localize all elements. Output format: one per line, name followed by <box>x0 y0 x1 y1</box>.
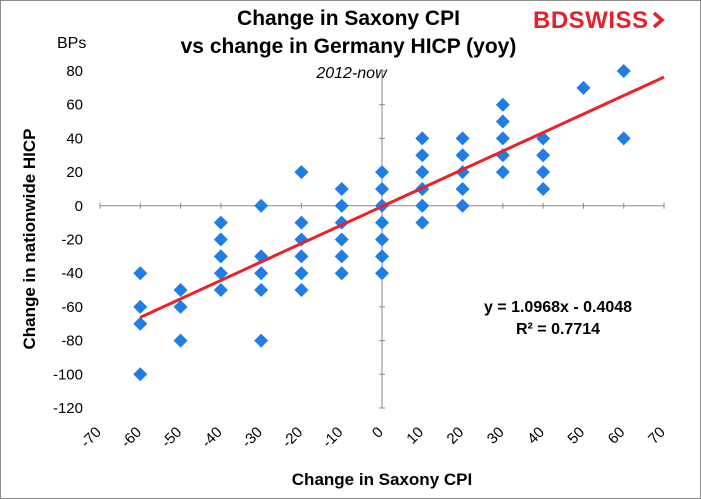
chart-title-line2: vs change in Germany HICP (yoy) <box>180 35 517 58</box>
data-point <box>536 148 551 163</box>
data-point <box>495 97 510 112</box>
x-tick-label: -40 <box>198 424 225 451</box>
x-tick-label: -20 <box>279 424 306 451</box>
data-point <box>576 80 591 95</box>
data-point <box>375 165 389 180</box>
x-tick-label: 40 <box>524 424 548 448</box>
data-point <box>254 283 269 298</box>
x-tick-label: 60 <box>605 424 629 448</box>
chart-title: Change in Saxony CPI <box>237 7 460 30</box>
data-point <box>415 131 430 146</box>
data-point <box>495 165 510 180</box>
data-point <box>294 266 309 281</box>
data-point <box>455 131 470 146</box>
x-tick-label: 50 <box>564 424 588 448</box>
chart-subtitle: 2012-now <box>316 65 387 82</box>
trend-equation: y = 1.0968x - 0.4048 R² = 0.7714 <box>445 297 671 341</box>
data-point <box>536 165 551 180</box>
logo-chevron-icon <box>652 11 665 28</box>
data-point <box>294 165 309 180</box>
data-point <box>133 266 148 281</box>
data-point <box>213 266 228 281</box>
y-tick-label: 80 <box>66 63 83 80</box>
r-squared-text: R² = 0.7714 <box>515 321 601 338</box>
brand-logo: BDSWISS <box>533 7 665 35</box>
trend-line <box>139 75 665 319</box>
x-tick-label: -60 <box>118 424 145 451</box>
data-point <box>254 198 269 213</box>
data-point <box>455 181 470 196</box>
data-point <box>133 316 148 331</box>
data-point <box>213 283 228 298</box>
x-tick-label: 30 <box>484 424 508 448</box>
data-point <box>415 165 430 180</box>
data-point <box>616 64 631 78</box>
data-point <box>254 333 269 348</box>
data-point <box>173 283 188 298</box>
data-point <box>415 215 430 230</box>
x-tick-label: 70 <box>645 424 669 448</box>
y-tick-label: -100 <box>53 366 83 383</box>
data-point <box>616 131 631 146</box>
data-point <box>415 198 430 213</box>
x-tick-label: -10 <box>319 424 346 451</box>
x-tick-label: 0 <box>369 424 387 442</box>
logo-part2: SWISS <box>568 7 649 34</box>
data-point <box>455 148 470 163</box>
data-point <box>213 215 228 230</box>
data-point <box>415 148 430 163</box>
data-point <box>375 215 389 230</box>
data-point <box>495 114 510 129</box>
data-point <box>375 181 389 196</box>
x-tick-label: -70 <box>77 424 104 451</box>
data-point <box>173 299 188 314</box>
y-tick-label: 60 <box>66 97 83 114</box>
logo-part1: BD <box>533 7 569 34</box>
data-point <box>455 198 470 213</box>
data-point <box>334 232 349 247</box>
data-point <box>334 249 349 264</box>
x-tick-label: 20 <box>444 424 468 448</box>
data-point <box>375 249 389 264</box>
data-point <box>213 232 228 247</box>
data-point <box>294 249 309 264</box>
data-point <box>536 181 551 196</box>
y-tick-label: -120 <box>53 400 83 417</box>
data-point <box>495 131 510 146</box>
y-tick-label: 20 <box>66 164 83 181</box>
data-point <box>334 198 349 213</box>
x-tick-label: -30 <box>239 424 266 451</box>
y-axis-title: Change in nationwide HICP <box>20 128 39 349</box>
data-point <box>375 266 389 281</box>
y-tick-label: -40 <box>61 265 83 282</box>
x-tick-label: 10 <box>403 424 427 448</box>
x-axis-title: Change in Saxony CPI <box>292 470 472 489</box>
data-point <box>334 181 349 196</box>
data-point <box>334 266 349 281</box>
data-point <box>294 215 309 230</box>
y-tick-label: -20 <box>61 232 83 249</box>
data-point <box>213 249 228 264</box>
data-point <box>173 333 188 348</box>
data-point <box>254 266 269 281</box>
data-point <box>133 367 148 382</box>
data-point <box>375 232 389 247</box>
unit-label: BPs <box>57 35 87 52</box>
y-tick-label: -80 <box>61 333 83 350</box>
y-tick-label: -60 <box>61 299 83 316</box>
y-tick-label: 40 <box>66 130 83 147</box>
data-point <box>133 299 148 314</box>
data-point <box>294 283 309 298</box>
equation-text: y = 1.0968x - 0.4048 <box>483 299 633 316</box>
x-tick-label: -50 <box>158 424 185 451</box>
y-tick-label: 0 <box>75 198 83 215</box>
